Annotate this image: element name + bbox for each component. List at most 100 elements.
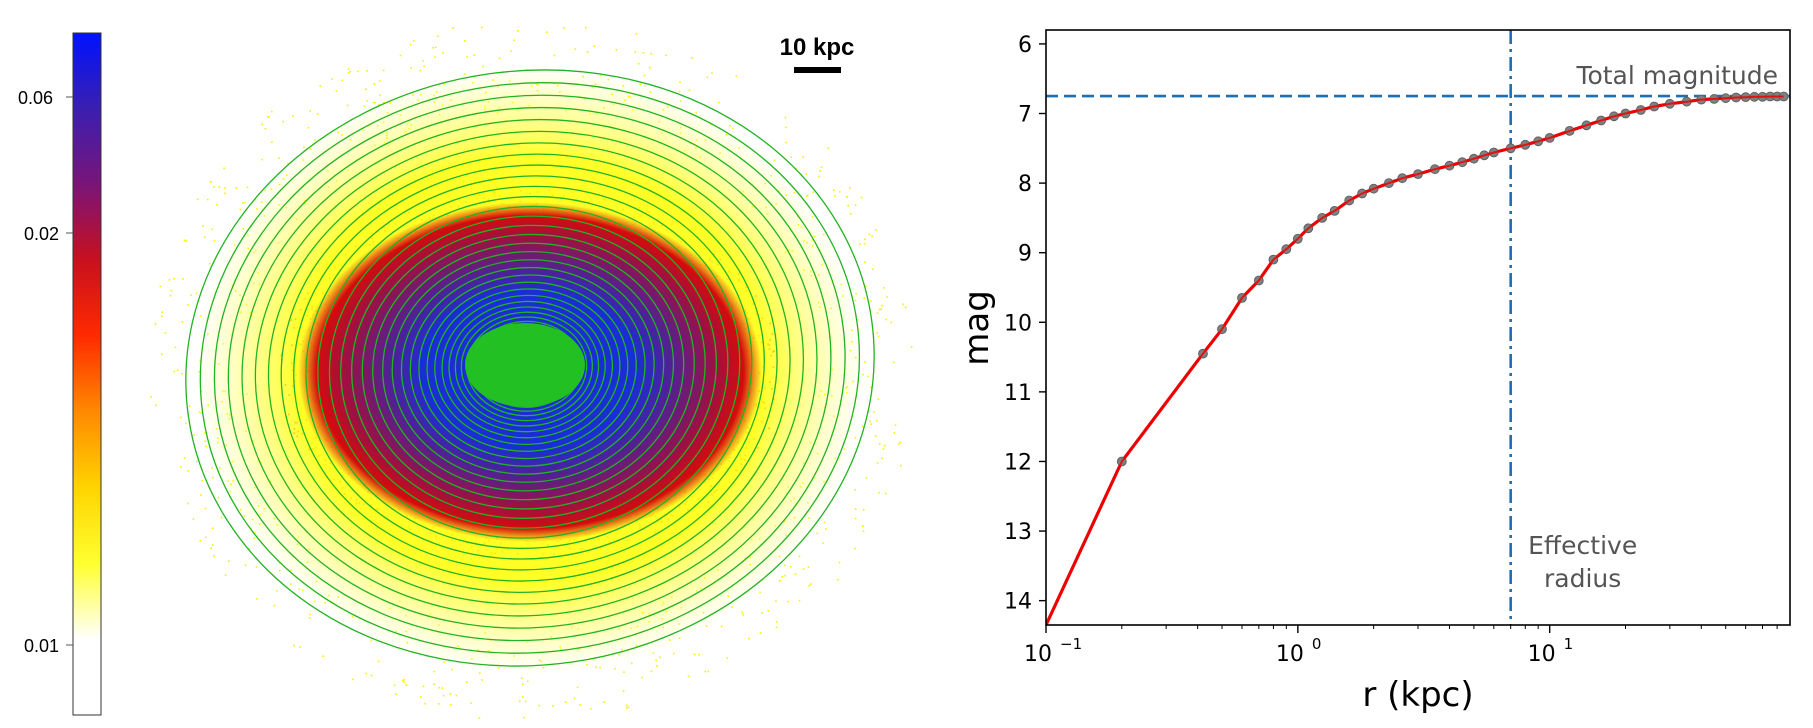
speckle [346, 104, 349, 107]
speckle [455, 694, 458, 697]
speckle [876, 312, 879, 314]
x-tick-label: 10 [1024, 642, 1052, 667]
speckle [405, 684, 408, 686]
x-axis-label: r (kpc) [1362, 675, 1473, 715]
speckle [650, 670, 653, 673]
isophote-contour [448, 300, 606, 433]
speckle [349, 70, 351, 73]
speckle [322, 655, 325, 657]
speckle [538, 704, 540, 707]
speckle [450, 704, 452, 706]
speckle [834, 195, 836, 197]
speckle [761, 612, 763, 614]
speckle [863, 242, 866, 245]
green-center [465, 323, 585, 407]
speckle [176, 369, 179, 372]
speckle [802, 156, 804, 158]
speckle [622, 690, 625, 692]
speckle [585, 26, 587, 29]
colorbar-bar [72, 32, 102, 716]
colorbar-tick-label: 0.01 [24, 636, 59, 656]
speckle [878, 308, 881, 311]
speckle [255, 566, 258, 568]
speckle [877, 335, 880, 338]
colorbar: 0.06 0.02 0.01 [18, 32, 102, 716]
speckle [316, 113, 319, 115]
speckle [183, 239, 186, 242]
speckle [579, 704, 581, 706]
speckle [678, 90, 681, 93]
speckle [819, 170, 821, 172]
speckle [785, 126, 787, 129]
speckle [211, 544, 214, 546]
isophote-contour [199, 82, 861, 654]
speckle [293, 644, 295, 647]
speckle [704, 670, 706, 673]
speckle [849, 212, 852, 215]
speckle [261, 123, 263, 126]
speckle [170, 289, 173, 292]
speckle [650, 52, 653, 55]
speckle [623, 671, 625, 673]
speckle [268, 116, 270, 119]
speckle [402, 679, 404, 682]
speckle [365, 88, 367, 91]
speckle [825, 528, 827, 530]
speckle [307, 126, 310, 129]
speckle [877, 398, 880, 400]
speckle [513, 39, 515, 42]
speckle [518, 700, 521, 703]
speckle [403, 681, 405, 683]
speckle [873, 411, 875, 413]
speckle [204, 236, 206, 239]
speckle [603, 701, 605, 703]
speckle [352, 678, 354, 681]
speckle [335, 90, 338, 92]
isophote-contour [254, 130, 805, 605]
speckle [190, 294, 192, 296]
speckle [410, 67, 412, 69]
speckle [244, 564, 247, 567]
speckle [552, 705, 554, 707]
speckle [553, 54, 556, 57]
isophote-contour [185, 69, 875, 667]
speckle [185, 422, 187, 425]
speckle [223, 167, 225, 170]
speckle [432, 47, 434, 49]
colorbar-tick-label: 0.06 [18, 88, 53, 108]
speckle [878, 492, 880, 494]
speckle [820, 166, 823, 168]
speckle [698, 653, 700, 656]
speckle [150, 396, 152, 398]
speckle [818, 175, 820, 178]
speckle [481, 26, 483, 29]
speckle [904, 306, 907, 309]
speckle [691, 57, 693, 59]
y-tick-label: 7 [1018, 103, 1032, 128]
speckle [309, 613, 311, 616]
speckle [161, 311, 164, 313]
speckle [718, 101, 720, 104]
isophote-contour [293, 164, 765, 571]
speckle [207, 198, 209, 201]
speckle [449, 693, 452, 695]
speckle [309, 110, 311, 112]
speckle [784, 116, 787, 119]
speckle [174, 346, 177, 349]
speckle [228, 560, 230, 562]
speckle [199, 539, 201, 542]
speckle [839, 191, 841, 193]
speckle [886, 296, 888, 298]
speckle [798, 599, 801, 602]
speckle [195, 292, 198, 295]
speckle [210, 181, 212, 183]
axes-frame [1045, 29, 1791, 626]
speckle [775, 600, 777, 602]
speckle [687, 675, 690, 678]
speckle [773, 159, 776, 161]
effective-radius-label: Effective [1528, 531, 1637, 560]
speckle [481, 679, 483, 681]
isophote-contour [361, 224, 695, 510]
scale-bar: 10 kpc [780, 34, 854, 73]
